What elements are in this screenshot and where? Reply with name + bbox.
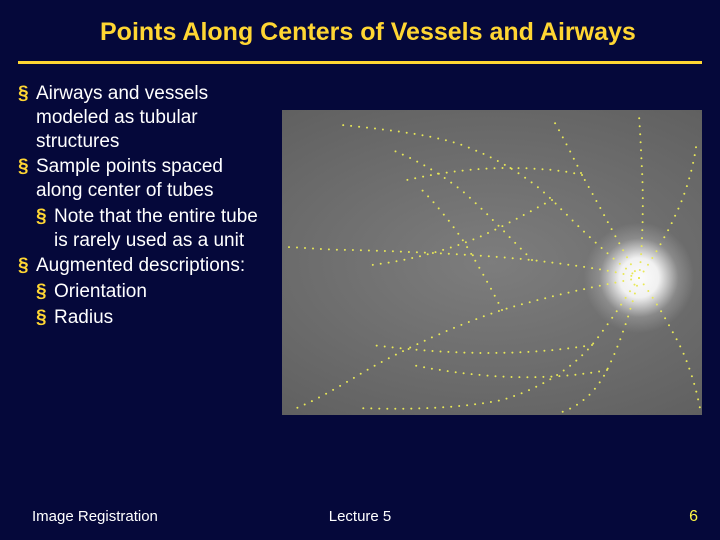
slide-footer: Image Registration Lecture 5 6 <box>0 508 720 526</box>
footer-page-number: 6 <box>689 508 698 526</box>
bullet-text: Radius <box>54 307 113 328</box>
sub-bullet-item: Note that the entire tube is rarely used… <box>36 205 268 253</box>
footer-left: Image Registration <box>32 508 158 525</box>
content-area: Airways and vessels modeled as tubular s… <box>0 64 720 415</box>
footer-center: Lecture 5 <box>329 508 392 525</box>
bullet-list: Airways and vessels modeled as tubular s… <box>18 82 268 415</box>
sub-bullet-item: Radius <box>36 306 268 330</box>
retina-image <box>282 110 702 415</box>
bullet-text: Airways and vessels modeled as tubular s… <box>36 83 208 152</box>
bullet-item: Augmented descriptions: Orientation Radi… <box>18 254 268 329</box>
bullet-text: Sample points spaced along center of tub… <box>36 156 223 201</box>
sub-bullet-item: Orientation <box>36 280 268 304</box>
bullet-text: Orientation <box>54 281 147 302</box>
figure-area <box>268 82 702 415</box>
bullet-item: Airways and vessels modeled as tubular s… <box>18 82 268 153</box>
vessel-overlay <box>282 110 702 415</box>
bullet-item: Sample points spaced along center of tub… <box>18 155 268 252</box>
slide-title: Points Along Centers of Vessels and Airw… <box>20 18 700 47</box>
bullet-text: Augmented descriptions: <box>36 255 245 276</box>
bullet-text: Note that the entire tube is rarely used… <box>54 206 258 251</box>
